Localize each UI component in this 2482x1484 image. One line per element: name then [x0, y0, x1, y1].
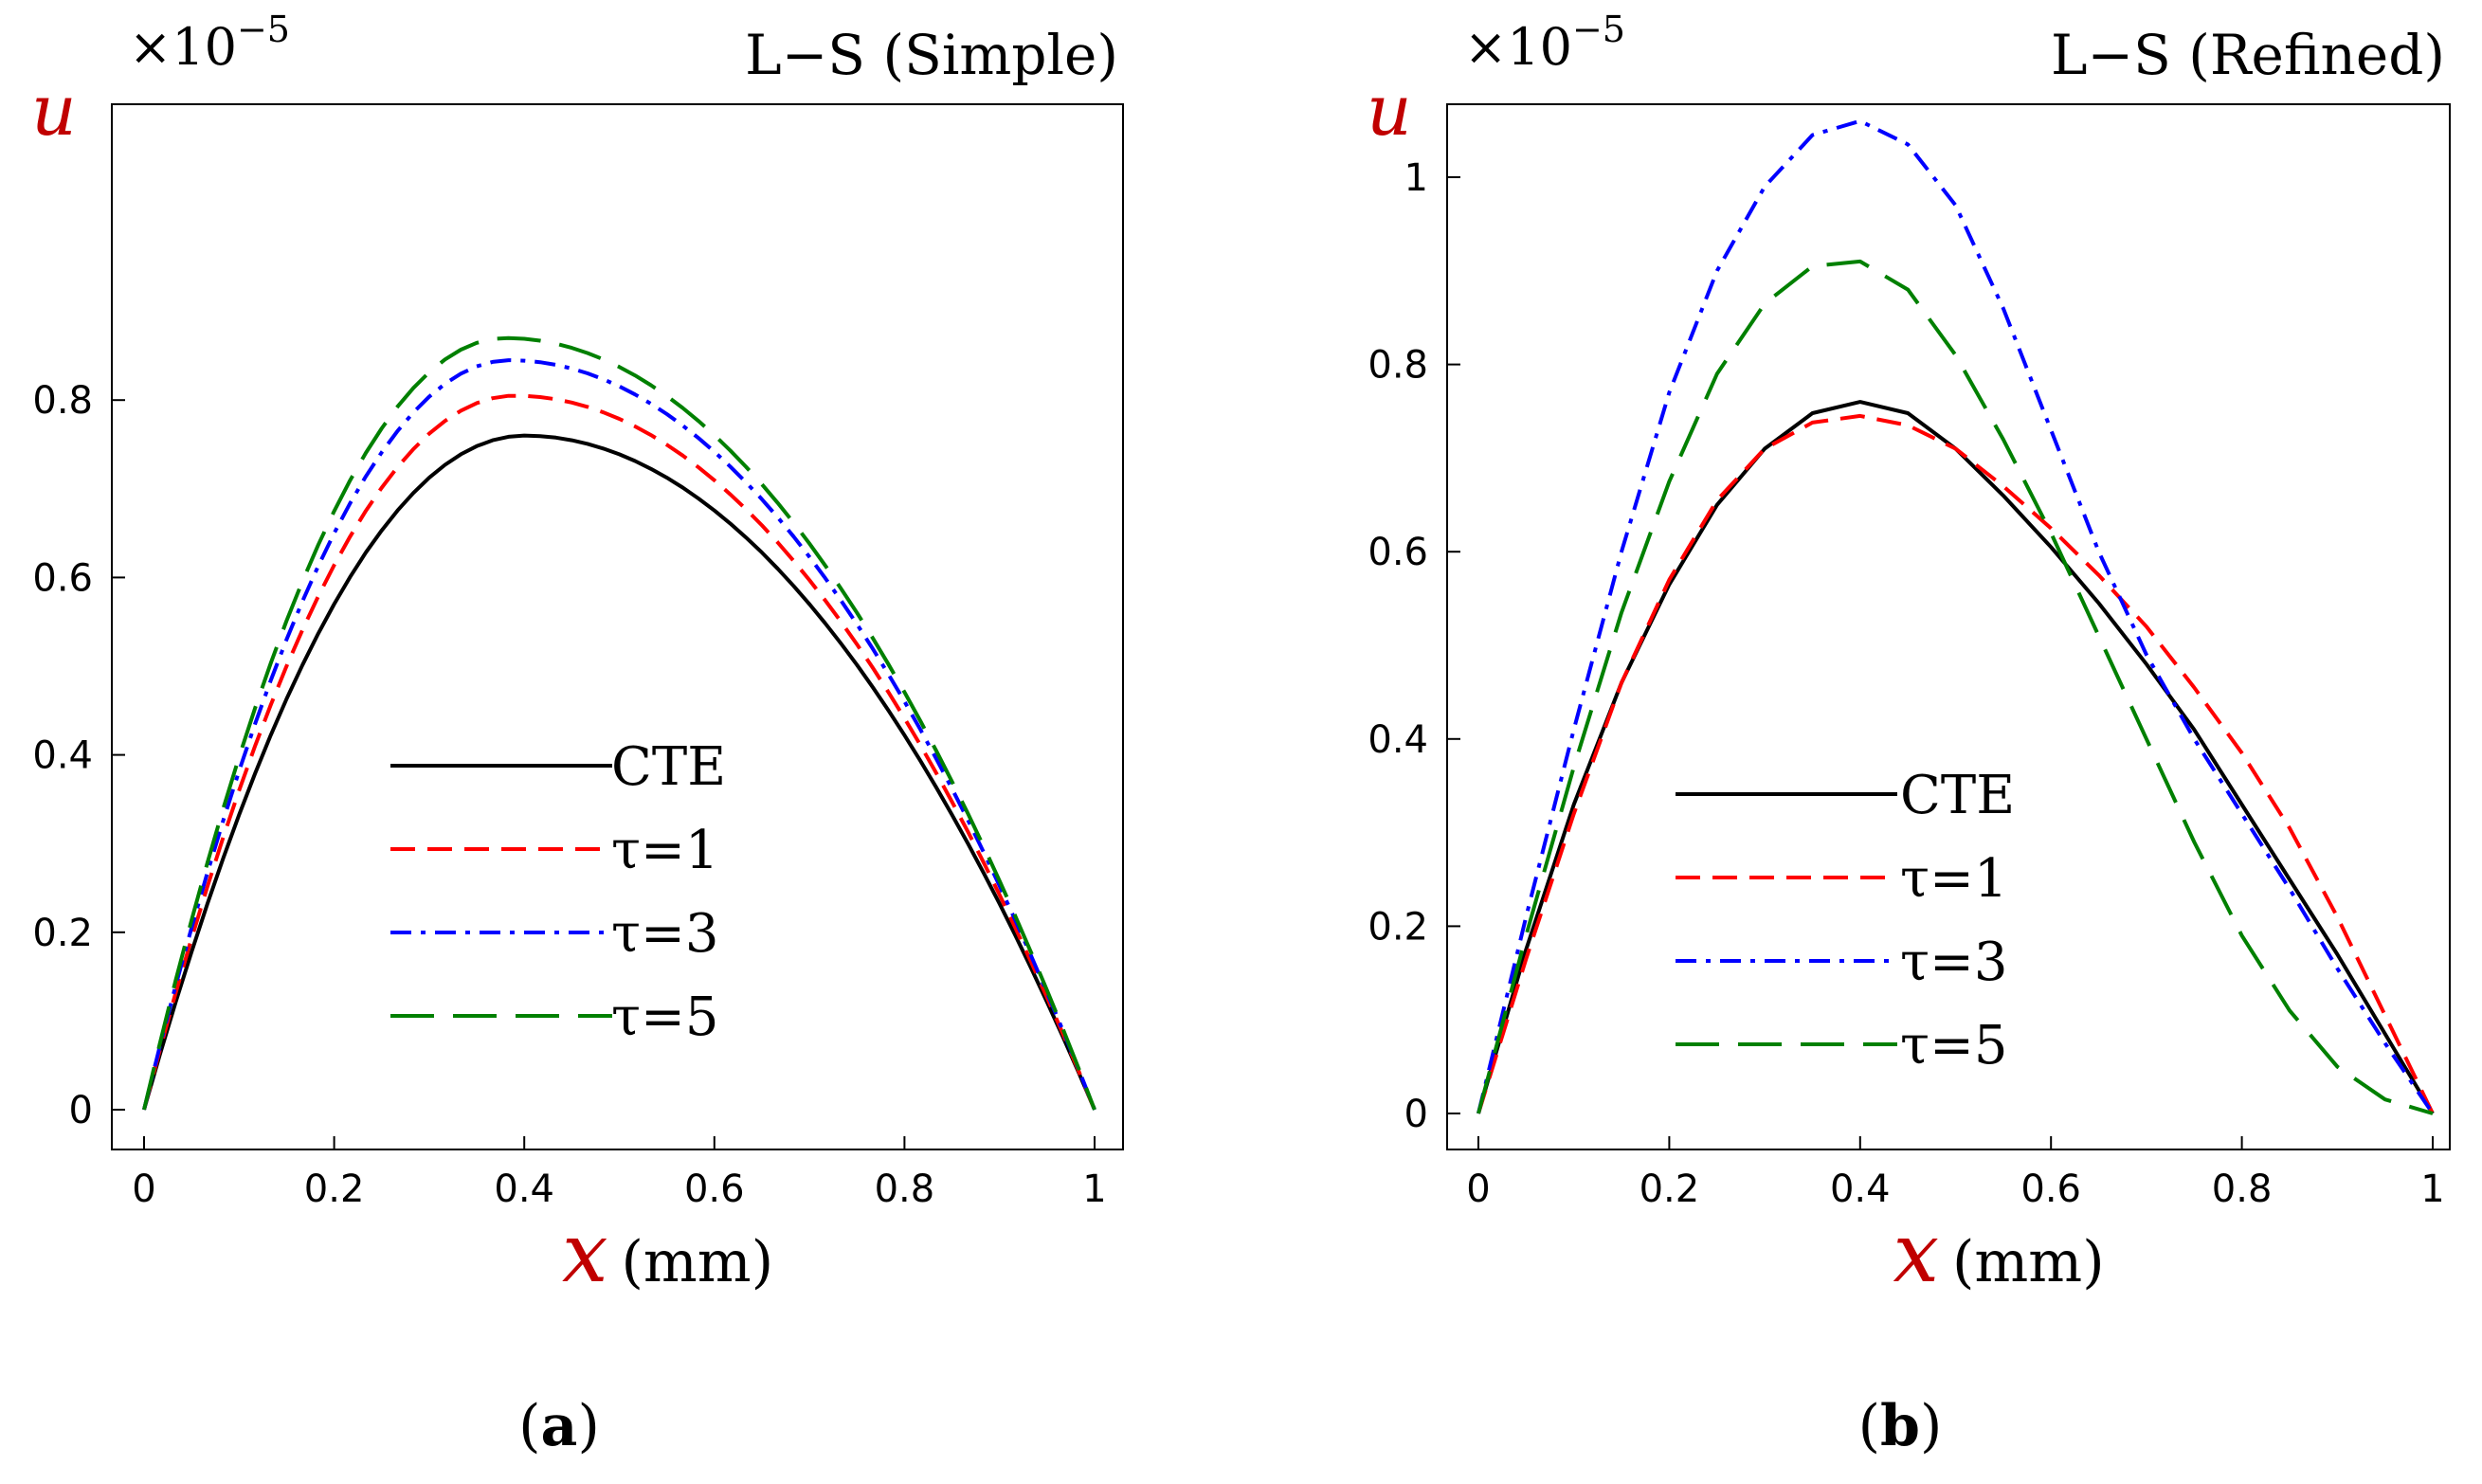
- series-line-2: [142, 358, 1096, 1111]
- scale-factor: ×10−5: [129, 9, 290, 77]
- x-tick-label: 1: [2420, 1167, 2444, 1211]
- chart-panel-b: 0 0.2 0.4 0.6 0.8 1 0 0.2 0.4 0.6 0.8 1 CTE τ=1 τ=3 τ=5…: [1367, 9, 2451, 1459]
- y-tick-label: 0.8: [32, 379, 93, 423]
- chart-panel-a: 0 0.2 0.4 0.6 0.8 1 0 0.2 0.4 0.6 0.8 CTE τ=1 τ=3 τ=5 ×…: [31, 9, 1124, 1459]
- series-line-0: [1477, 400, 2435, 1115]
- x-axis-label-unit: (mm): [1952, 1229, 2105, 1295]
- x-tick-label: 0.8: [2212, 1167, 2273, 1211]
- x-tick-label: 0.6: [684, 1167, 745, 1211]
- chart-title: L−S (Simple): [745, 23, 1118, 87]
- y-tick-label: 0.6: [1368, 531, 1428, 574]
- legend: CTE τ=1 τ=3 τ=5: [390, 736, 726, 1048]
- y-axis-label: u: [1367, 70, 1412, 152]
- scale-factor: ×10−5: [1464, 9, 1625, 77]
- legend-label: CTE: [611, 736, 726, 798]
- series-line-0: [142, 433, 1096, 1111]
- legend-label: τ=5: [1900, 1015, 2008, 1077]
- legend-label: τ=1: [1900, 848, 2008, 910]
- x-tick-label: 0.6: [2020, 1167, 2081, 1211]
- panel-caption: (a): [518, 1393, 600, 1459]
- y-tick-label: 0.4: [1368, 718, 1428, 762]
- y-tick-label: 0.2: [1368, 905, 1428, 949]
- series-line-3: [142, 335, 1096, 1111]
- series-line-3: [1477, 259, 2434, 1115]
- x-tick-label: 0.2: [304, 1167, 365, 1211]
- y-axis-label: u: [31, 70, 77, 152]
- series-line-2: [1477, 118, 2435, 1115]
- x-tick-label: 1: [1082, 1167, 1106, 1211]
- x-tick-label: 0: [132, 1167, 155, 1211]
- legend-label: τ=5: [611, 986, 719, 1048]
- x-tick-label: 0.2: [1640, 1167, 1700, 1211]
- y-tick-label: 1: [1404, 156, 1428, 200]
- legend-label: τ=3: [611, 903, 719, 965]
- panel-caption: (b): [1858, 1393, 1943, 1459]
- y-tick-label: 0: [1404, 1093, 1428, 1136]
- legend-label: τ=3: [1900, 932, 2008, 993]
- chart-title: L−S (Refined): [2051, 23, 2445, 87]
- x-tick-label: 0.4: [1830, 1167, 1891, 1211]
- y-tick-label: 0.8: [1368, 344, 1428, 388]
- y-tick-label: 0: [69, 1089, 93, 1132]
- series-line-1: [142, 393, 1096, 1111]
- y-tick-label: 0.4: [32, 734, 93, 778]
- x-tick-label: 0.4: [494, 1167, 554, 1211]
- series-line-1: [1477, 413, 2435, 1114]
- x-axis-label-var: x: [562, 1206, 608, 1301]
- y-tick-label: 0.6: [32, 556, 93, 600]
- x-tick-label: 0.8: [875, 1167, 935, 1211]
- plot-frame: [1446, 103, 2451, 1150]
- x-tick-label: 0: [1466, 1167, 1490, 1211]
- x-axis-label-unit: (mm): [622, 1229, 774, 1295]
- plot-frame: [111, 103, 1124, 1150]
- y-tick-label: 0.2: [32, 912, 93, 955]
- legend: CTE τ=1 τ=3 τ=5: [1676, 765, 2015, 1077]
- legend-label: CTE: [1900, 765, 2015, 826]
- legend-label: τ=1: [611, 820, 719, 881]
- x-axis-label-var: x: [1893, 1206, 1939, 1301]
